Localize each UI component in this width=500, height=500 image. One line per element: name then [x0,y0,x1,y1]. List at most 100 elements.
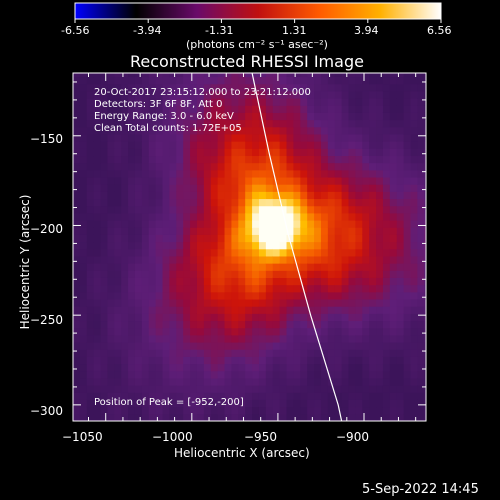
heatmap-cell [155,370,164,379]
heatmap-cell [307,73,315,78]
heatmap-cell [279,234,288,243]
heatmap-cell [265,112,274,121]
heatmap-cell [307,255,315,264]
heatmap-cell [279,284,288,293]
heatmap-cell [190,327,198,336]
heatmap-cell [376,356,384,365]
heatmap-cell [382,112,391,121]
heatmap-cell [114,83,122,92]
heatmap-cell [396,363,405,372]
heatmap-cell [252,76,260,85]
heatmap-cell [134,141,143,149]
heatmap-cell [293,377,301,386]
heatmap-cell [252,105,260,113]
heatmap-cell [341,98,350,106]
heatmap-cell [155,277,164,286]
heatmap-cell [424,162,426,171]
heatmap-cell [382,133,391,142]
heatmap-cell [341,370,350,379]
heatmap-cell [73,141,81,149]
heatmap-cell [100,406,108,415]
heatmap-cell [93,73,102,78]
heatmap-cell [134,334,143,343]
heatmap-cell [314,320,322,329]
heatmap-cell [314,270,322,278]
heatmap-cell [327,83,336,92]
heatmap-cell [286,148,294,157]
heatmap-cell [396,126,405,135]
heatmap-cell [410,98,418,106]
heatmap-cell [327,306,336,314]
heatmap-cell [176,363,184,372]
heatmap-cell [376,212,384,221]
heatmap-cell [300,270,308,278]
heatmap-cell [114,334,122,343]
heatmap-cell [376,90,384,99]
heatmap-cell [293,291,301,300]
heatmap-cell [231,277,239,286]
heatmap-cell [217,191,226,200]
heatmap-cell [73,327,81,336]
heatmap-cell [155,299,164,307]
heatmap-cell [424,205,426,214]
heatmap-cell [293,83,301,92]
heatmap-cell [417,126,425,135]
heatmap-cell [231,299,239,307]
heatmap-cell [341,241,350,250]
heatmap-cell [265,177,274,185]
heatmap-cell [224,356,232,365]
heatmap-cell [320,406,329,415]
heatmap-cell [148,205,157,214]
heatmap-cell [279,313,288,322]
heatmap-cell [279,306,288,314]
heatmap-cell [272,399,281,408]
heatmap-cell [334,212,343,221]
heatmap-cell [279,162,288,171]
heatmap-cell [86,291,95,300]
heatmap-cell [389,241,398,250]
heatmap-cell [107,148,115,157]
heatmap-cell [100,284,108,293]
heatmap-cell [196,155,205,164]
heatmap-cell [341,76,350,85]
heatmap-cell [286,385,294,393]
heatmap-cell [217,234,226,243]
heatmap-cell [314,227,322,235]
heatmap-cell [128,349,136,357]
heatmap-cell [196,90,205,99]
heatmap-cell [424,105,426,113]
heatmap-cell [210,291,219,300]
heatmap-cell [93,169,102,178]
heatmap-cell [162,255,170,264]
heatmap-cell [389,284,398,293]
heatmap-cell [238,349,246,357]
heatmap-cell [73,198,81,207]
heatmap-cell [141,83,150,92]
heatmap-cell [265,234,274,243]
heatmap-cell [73,399,81,408]
heatmap-cell [286,169,294,178]
heatmap-cell [148,141,157,149]
heatmap-cell [73,299,81,307]
heatmap-cell [355,306,363,314]
heatmap-cell [252,248,260,257]
heatmap-cell [341,141,350,149]
heatmap-cell [389,141,398,149]
heatmap-cell [141,334,150,343]
heatmap-cell [369,220,377,228]
heatmap-cell [162,177,170,185]
heatmap-cell [128,306,136,314]
heatmap-cell [73,98,81,106]
heatmap-cell [196,399,205,408]
heatmap-cell [196,356,205,365]
heatmap-cell [265,98,274,106]
heatmap-cell [314,205,322,214]
heatmap-cell [348,349,356,357]
heatmap-cell [210,377,219,386]
heatmap-cell [265,313,274,322]
heatmap-cell [424,313,426,322]
heatmap-cell [79,392,88,400]
heatmap-cell [376,313,384,322]
heatmap-cell [327,349,336,357]
heatmap-cell [93,392,102,400]
